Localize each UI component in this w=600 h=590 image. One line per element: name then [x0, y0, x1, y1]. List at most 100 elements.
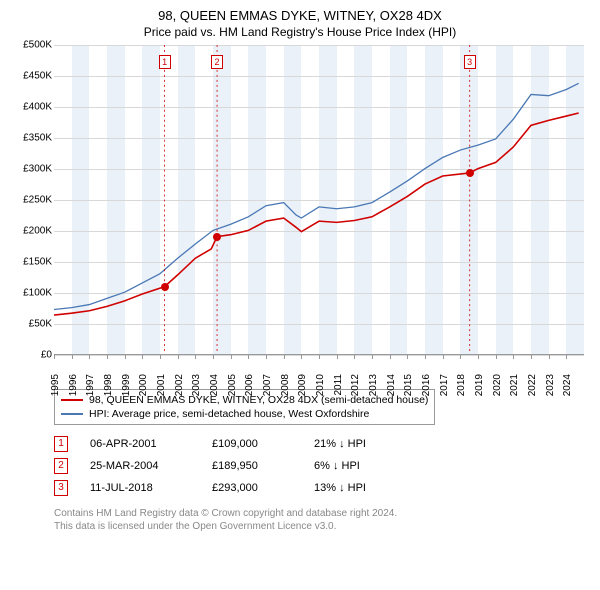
y-tick-label: £100K	[23, 288, 52, 299]
x-tick-mark	[319, 355, 320, 359]
x-tick-label: 2000	[138, 374, 149, 396]
series-line	[54, 113, 579, 315]
y-axis: £0£50K£100K£150K£200K£250K£300K£350K£400…	[10, 45, 54, 355]
x-tick-label: 2008	[280, 374, 291, 396]
title-block: 98, QUEEN EMMAS DYKE, WITNEY, OX28 4DX P…	[10, 8, 590, 39]
x-tick-mark	[142, 355, 143, 359]
x-tick-mark	[496, 355, 497, 359]
x-tick-mark	[160, 355, 161, 359]
sale-dot	[466, 169, 474, 177]
x-tick-label: 2019	[474, 374, 485, 396]
plot-area: 1 2 3	[54, 45, 584, 355]
y-tick-label: £500K	[23, 40, 52, 51]
sale-idx: 3	[54, 480, 68, 496]
sale-row: 3 11-JUL-2018 £293,000 13% ↓ HPI	[54, 477, 590, 499]
x-tick-mark	[337, 355, 338, 359]
chart-subtitle: Price paid vs. HM Land Registry's House …	[10, 25, 590, 39]
x-tick-label: 2010	[315, 374, 326, 396]
x-tick-mark	[390, 355, 391, 359]
footer: Contains HM Land Registry data © Crown c…	[54, 507, 590, 533]
x-tick-label: 1996	[68, 374, 79, 396]
x-tick-label: 2011	[333, 374, 344, 396]
sale-hpi-diff: 6% ↓ HPI	[314, 460, 404, 472]
sale-idx: 1	[54, 436, 68, 452]
x-tick-label: 1997	[85, 374, 96, 396]
x-tick-label: 2017	[439, 374, 450, 396]
x-tick-mark	[301, 355, 302, 359]
sale-marker-label: 3	[464, 55, 476, 69]
footer-line-1: Contains HM Land Registry data © Crown c…	[54, 507, 590, 520]
footer-line-2: This data is licensed under the Open Gov…	[54, 520, 590, 533]
x-tick-mark	[72, 355, 73, 359]
sale-date: 25-MAR-2004	[90, 460, 190, 472]
y-tick-label: £0	[41, 350, 52, 361]
x-tick-label: 2009	[297, 374, 308, 396]
sale-date: 06-APR-2001	[90, 438, 190, 450]
chart-area: £0£50K£100K£150K£200K£250K£300K£350K£400…	[10, 45, 590, 385]
sale-date: 11-JUL-2018	[90, 482, 190, 494]
legend-label: HPI: Average price, semi-detached house,…	[89, 407, 369, 421]
sale-row: 225-MAR-2004£189,9506% ↓ HPI	[54, 455, 590, 477]
x-tick-mark	[513, 355, 514, 359]
x-tick-mark	[443, 355, 444, 359]
sale-marker-label: 2	[211, 55, 223, 69]
x-tick-mark	[407, 355, 408, 359]
x-tick-mark	[372, 355, 373, 359]
sale-dot	[161, 283, 169, 291]
x-tick-mark	[266, 355, 267, 359]
x-tick-label: 2020	[492, 374, 503, 396]
y-tick-label: £250K	[23, 195, 52, 206]
x-tick-label: 2021	[509, 374, 520, 396]
x-tick-label: 2023	[545, 374, 556, 396]
x-tick-mark	[231, 355, 232, 359]
x-tick-label: 2006	[244, 374, 255, 396]
x-axis: 1995199619971998199920002001200220032004…	[54, 355, 584, 385]
x-tick-label: 2012	[350, 374, 361, 396]
x-tick-mark	[531, 355, 532, 359]
x-tick-label: 2013	[368, 374, 379, 396]
sale-marker-label: 1	[159, 55, 171, 69]
sale-price: £293,000	[212, 482, 292, 494]
x-tick-label: 2001	[156, 374, 167, 396]
x-tick-mark	[566, 355, 567, 359]
chart-lines	[54, 45, 584, 354]
y-tick-label: £50K	[29, 319, 52, 330]
x-tick-mark	[549, 355, 550, 359]
sale-price: £189,950	[212, 460, 292, 472]
x-tick-label: 1995	[50, 374, 61, 396]
legend-swatch	[61, 399, 83, 401]
x-tick-label: 2003	[191, 374, 202, 396]
chart-container: 98, QUEEN EMMAS DYKE, WITNEY, OX28 4DX P…	[0, 0, 600, 590]
x-tick-mark	[195, 355, 196, 359]
x-tick-mark	[213, 355, 214, 359]
sale-hpi-diff: 13% ↓ HPI	[314, 482, 404, 494]
sale-price: £109,000	[212, 438, 292, 450]
x-tick-mark	[89, 355, 90, 359]
x-tick-label: 2018	[456, 374, 467, 396]
x-tick-mark	[107, 355, 108, 359]
y-tick-label: £150K	[23, 257, 52, 268]
x-tick-label: 2007	[262, 374, 273, 396]
series-line	[54, 83, 579, 309]
x-tick-label: 2005	[227, 374, 238, 396]
x-tick-label: 2024	[562, 374, 573, 396]
chart-title: 98, QUEEN EMMAS DYKE, WITNEY, OX28 4DX	[10, 8, 590, 23]
y-tick-label: £300K	[23, 164, 52, 175]
sale-hpi-diff: 21% ↓ HPI	[314, 438, 404, 450]
x-tick-label: 1999	[121, 374, 132, 396]
x-tick-mark	[284, 355, 285, 359]
x-tick-label: 2004	[209, 374, 220, 396]
x-tick-label: 1998	[103, 374, 114, 396]
legend-item: HPI: Average price, semi-detached house,…	[61, 407, 428, 421]
y-tick-label: £200K	[23, 226, 52, 237]
x-tick-label: 2002	[174, 374, 185, 396]
x-tick-mark	[178, 355, 179, 359]
x-tick-label: 2022	[527, 374, 538, 396]
x-tick-mark	[478, 355, 479, 359]
sale-dot	[213, 233, 221, 241]
x-tick-mark	[354, 355, 355, 359]
x-tick-mark	[248, 355, 249, 359]
y-tick-label: £450K	[23, 71, 52, 82]
x-tick-mark	[425, 355, 426, 359]
x-tick-mark	[125, 355, 126, 359]
